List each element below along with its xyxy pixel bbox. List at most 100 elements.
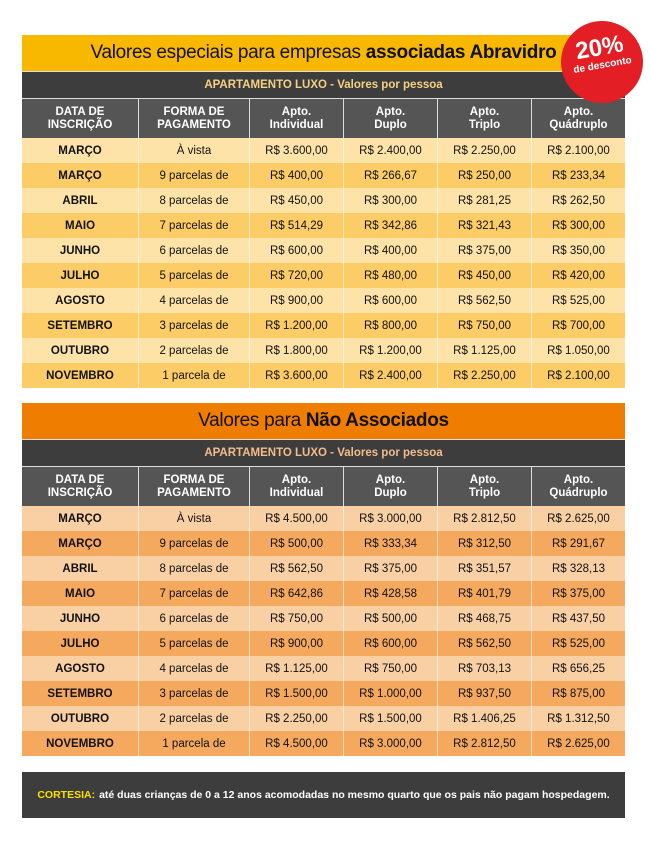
column-header: Apto. Duplo	[343, 466, 437, 506]
courtesy-text: até duas crianças de 0 a 12 anos acomoda…	[99, 789, 610, 801]
table-cell: R$ 703,13	[437, 656, 531, 681]
courtesy-label: CORTESIA:	[37, 789, 96, 801]
table-cell: R$ 1.312,50	[531, 706, 625, 731]
table-cell: R$ 437,50	[531, 606, 625, 631]
table-cell: 7 parcelas de	[138, 213, 249, 238]
table-cell: OUTUBRO	[50, 344, 110, 357]
table-cell: 8 parcelas de	[138, 556, 249, 581]
nao-associados-section: Valores para Não Associados APARTAMENTO LU…	[22, 403, 625, 756]
table-cell: R$ 350,00	[531, 238, 625, 263]
table-row: JULHO 5 parcelas de R$ 720,00 R$ 480,00 R$ 4…	[22, 263, 625, 288]
table-cell: NOVEMBRO	[46, 737, 114, 750]
table-cell: R$ 400,00	[249, 163, 343, 188]
table-row: MARÇO À vista R$ 3.600,00 R$ 2.400,00 R$ 2.2…	[22, 138, 625, 163]
table-cell: R$ 420,00	[531, 263, 625, 288]
table-row: AGOSTO 4 parcelas de R$ 1.125,00 R$ 750,00 R…	[22, 656, 625, 681]
table-cell: R$ 375,00	[437, 238, 531, 263]
table-cell: 9 parcelas de	[138, 531, 249, 556]
table-cell: JUNHO	[59, 244, 101, 257]
table-cell: MARÇO	[58, 537, 102, 550]
table-cell: R$ 321,43	[437, 213, 531, 238]
column-header: Apto. Individual	[249, 466, 343, 506]
table-cell: 6 parcelas de	[138, 606, 249, 631]
table-cell: ABRIL	[62, 194, 98, 207]
table-cell: OUTUBRO	[50, 712, 110, 725]
table-cell: R$ 750,00	[249, 606, 343, 631]
column-header: FORMA DE PAGAMENTO	[138, 466, 249, 506]
table-cell: R$ 900,00	[249, 288, 343, 313]
table-cell: R$ 480,00	[343, 263, 437, 288]
courtesy-footer: CORTESIA: até duas crianças de 0 a 12 an…	[22, 772, 625, 818]
table-cell: 8 parcelas de	[138, 188, 249, 213]
table-cell: R$ 937,50	[437, 681, 531, 706]
table-row: MAIO 7 parcelas de R$ 514,29 R$ 342,86 R$ 32…	[22, 213, 625, 238]
table-cell: R$ 400,00	[343, 238, 437, 263]
table-cell: MARÇO	[58, 144, 102, 157]
column-header: DATA DE INSCRIÇÃO	[22, 98, 138, 138]
table-cell: R$ 2.100,00	[531, 138, 625, 163]
title-normal: Valores para	[198, 410, 301, 431]
table-cell: MARÇO	[58, 512, 102, 525]
table-cell: R$ 2.625,00	[531, 506, 625, 531]
table-cell: R$ 525,00	[531, 631, 625, 656]
table-cell: R$ 1.200,00	[249, 313, 343, 338]
table-cell: R$ 500,00	[343, 606, 437, 631]
table-cell: R$ 262,50	[531, 188, 625, 213]
table-cell: R$ 375,00	[343, 556, 437, 581]
section-title: Valores para Não Associados	[22, 403, 625, 439]
table-cell: 3 parcelas de	[138, 681, 249, 706]
table-cell: R$ 3.600,00	[249, 138, 343, 163]
table-cell: R$ 600,00	[249, 238, 343, 263]
table-cell: R$ 900,00	[249, 631, 343, 656]
table-cell: R$ 1.050,00	[531, 338, 625, 363]
table-row: OUTUBRO 2 parcelas de R$ 1.800,00 R$ 1.200,…	[22, 338, 625, 363]
table-cell: R$ 2.250,00	[437, 363, 531, 388]
table-cell: R$ 342,86	[343, 213, 437, 238]
table-cell: 1 parcela de	[138, 363, 249, 388]
table-cell: R$ 1.500,00	[249, 681, 343, 706]
table-cell: R$ 1.125,00	[437, 338, 531, 363]
column-header: FORMA DE PAGAMENTO	[138, 98, 249, 138]
table-cell: MAIO	[64, 587, 96, 600]
table-row: AGOSTO 4 parcelas de R$ 900,00 R$ 600,00 R$ …	[22, 288, 625, 313]
table-cell: R$ 525,00	[531, 288, 625, 313]
table-row: MARÇO À vista R$ 4.500,00 R$ 3.000,00 R$ 2.8…	[22, 506, 625, 531]
table-cell: R$ 351,57	[437, 556, 531, 581]
table-cell: 2 parcelas de	[138, 338, 249, 363]
table-cell: 1 parcela de	[138, 731, 249, 756]
table-cell: R$ 2.812,50	[437, 506, 531, 531]
title-bold: Não Associados	[305, 410, 449, 431]
table-cell: R$ 300,00	[343, 188, 437, 213]
table-header: DATA DE INSCRIÇÃO FORMA DE PAGAMENTO Apto.…	[22, 466, 625, 506]
table-cell: R$ 2.812,50	[437, 731, 531, 756]
column-header: Apto. Quádruplo	[531, 98, 625, 138]
table-row: JUNHO 6 parcelas de R$ 600,00 R$ 400,00 R$ 3…	[22, 238, 625, 263]
table-cell: JULHO	[60, 269, 100, 282]
table-cell: R$ 312,50	[437, 531, 531, 556]
table-cell: R$ 2.250,00	[437, 138, 531, 163]
table-cell: R$ 291,67	[531, 531, 625, 556]
table-row: OUTUBRO 2 parcelas de R$ 2.250,00 R$ 1.500,…	[22, 706, 625, 731]
associados-section: Valores especiais para empresas associada…	[22, 35, 625, 388]
table-cell: ABRIL	[62, 562, 98, 575]
table-cell: R$ 500,00	[249, 531, 343, 556]
table-cell: JUNHO	[59, 612, 101, 625]
table-cell: R$ 450,00	[249, 188, 343, 213]
table-cell: R$ 3.000,00	[343, 506, 437, 531]
table-cell: NOVEMBRO	[46, 369, 114, 382]
table-cell: R$ 720,00	[249, 263, 343, 288]
table-cell: R$ 1.800,00	[249, 338, 343, 363]
table-cell: 4 parcelas de	[138, 288, 249, 313]
table-cell: R$ 700,00	[531, 313, 625, 338]
table-cell: R$ 1.125,00	[249, 656, 343, 681]
table-row: ABRIL 8 parcelas de R$ 562,50 R$ 375,00 R$ 3…	[22, 556, 625, 581]
column-header: Apto. Quádruplo	[531, 466, 625, 506]
table-cell: R$ 750,00	[343, 656, 437, 681]
table-cell: R$ 450,00	[437, 263, 531, 288]
table-row: MARÇO 9 parcelas de R$ 500,00 R$ 333,34 R$ 3…	[22, 531, 625, 556]
table-cell: R$ 1.200,00	[343, 338, 437, 363]
table-cell: R$ 2.100,00	[531, 363, 625, 388]
section-subtitle: APARTAMENTO LUXO - Valores por pessoa	[22, 71, 625, 98]
table-cell: R$ 750,00	[437, 313, 531, 338]
table-cell: R$ 656,25	[531, 656, 625, 681]
